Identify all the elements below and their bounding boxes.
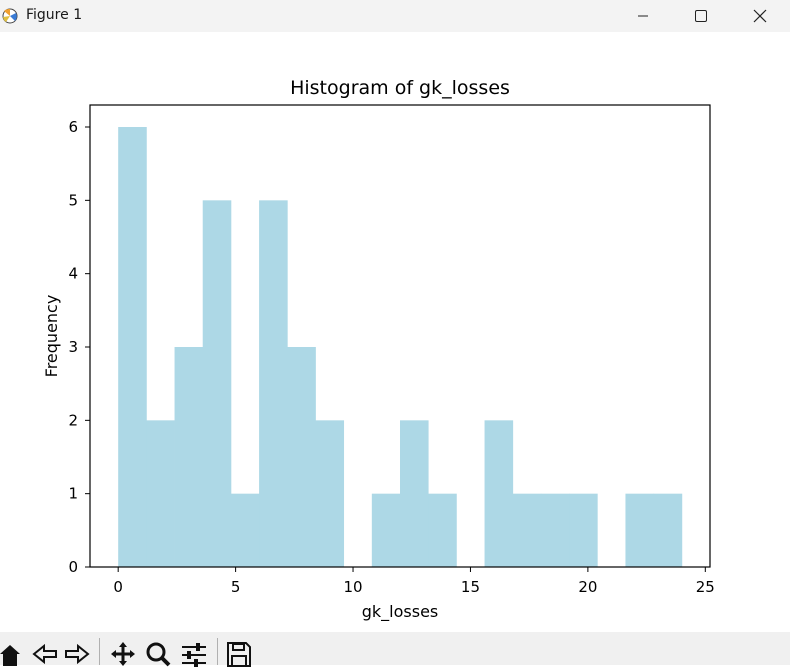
- bars-group: [118, 127, 683, 568]
- figure-canvas: Histogram of gk_losses 0 5 10 15 20 25 0 1 2 3 4 5…: [0, 32, 790, 632]
- plot-frame: [89, 104, 711, 568]
- y-tick-label: 6: [68, 118, 78, 136]
- x-tick-label: 10: [343, 578, 362, 596]
- x-tick-label: 20: [578, 578, 597, 596]
- window-titlebar: Figure 1: [0, 0, 790, 32]
- configure-subplots-icon[interactable]: [180, 640, 208, 668]
- minimize-button[interactable]: [620, 0, 666, 32]
- histogram-bar: [315, 420, 345, 567]
- histogram-bar: [371, 493, 401, 567]
- pan-icon[interactable]: [108, 640, 138, 668]
- histogram-bar: [259, 200, 288, 568]
- maximize-icon: [695, 10, 707, 22]
- zoom-icon[interactable]: [144, 640, 172, 668]
- window-title: Figure 1: [26, 7, 83, 23]
- close-button[interactable]: [737, 0, 783, 32]
- histogram-bar: [569, 493, 598, 567]
- histogram-bar: [512, 493, 542, 567]
- histogram-bar: [174, 347, 204, 567]
- histogram-bar: [146, 420, 175, 567]
- chart-title: Histogram of gk_losses: [290, 77, 510, 99]
- y-tick-label: 4: [68, 265, 78, 283]
- histogram-bar: [202, 200, 232, 568]
- x-tick-label: 15: [461, 578, 480, 596]
- matplotlib-icon: [2, 8, 18, 24]
- y-tick-label: 2: [68, 411, 78, 429]
- minimize-icon: [638, 15, 648, 17]
- x-axis-ticks: 0 5 10 15 20 25: [113, 567, 715, 596]
- y-tick-label: 5: [68, 191, 78, 209]
- home-icon[interactable]: [0, 640, 22, 668]
- histogram-bar: [118, 127, 147, 567]
- y-tick-label: 3: [68, 338, 78, 356]
- close-icon: [753, 9, 767, 23]
- maximize-button[interactable]: [678, 0, 724, 32]
- histogram-bar: [653, 493, 683, 567]
- histogram-chart: Histogram of gk_losses 0 5 10 15 20 25 0 1 2 3 4 5…: [42, 77, 715, 622]
- y-tick-label: 1: [68, 485, 78, 503]
- histogram-bar: [540, 493, 570, 567]
- y-tick-label: 0: [68, 558, 78, 576]
- x-tick-label: 0: [113, 578, 123, 596]
- save-icon[interactable]: [226, 640, 252, 668]
- forward-icon[interactable]: [64, 640, 90, 668]
- x-axis-label: gk_losses: [362, 602, 439, 622]
- histogram-bar: [230, 493, 260, 567]
- toolbar-separator: [99, 638, 100, 665]
- histogram-bar: [484, 420, 514, 567]
- navigation-toolbar: [0, 632, 790, 668]
- histogram-bar: [400, 420, 429, 567]
- x-tick-label: 25: [696, 578, 715, 596]
- back-icon[interactable]: [32, 640, 58, 668]
- histogram-bar: [625, 493, 655, 567]
- y-axis-label: Frequency: [42, 295, 61, 378]
- y-axis-ticks: 0 1 2 3 4 5 6: [68, 118, 90, 576]
- histogram-bar: [287, 347, 316, 567]
- x-tick-label: 5: [231, 578, 241, 596]
- histogram-bar: [428, 493, 457, 567]
- toolbar-separator: [217, 638, 218, 665]
